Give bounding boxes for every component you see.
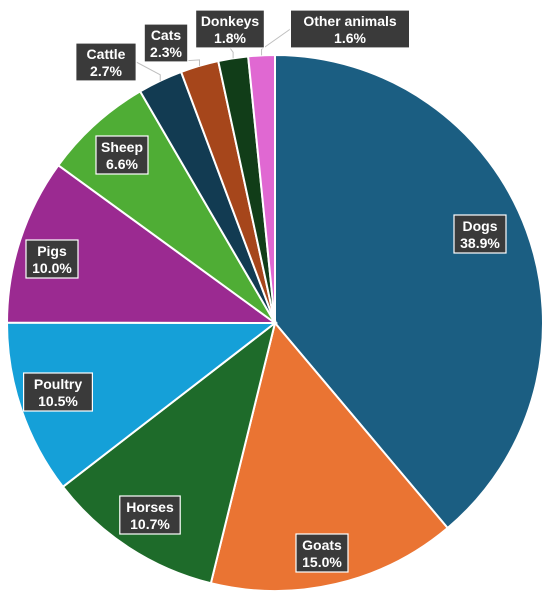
data-label-value: 1.8% xyxy=(214,30,246,46)
pie-slices xyxy=(5,53,544,592)
data-label-category: Dogs xyxy=(463,218,498,234)
data-label-box xyxy=(25,239,79,279)
data-label-category: Goats xyxy=(302,537,342,553)
data-label-box xyxy=(453,214,507,254)
data-label-box xyxy=(23,372,94,412)
data-label-category: Horses xyxy=(126,499,174,515)
data-label-value: 1.6% xyxy=(334,30,366,46)
data-label-category: Cattle xyxy=(87,46,126,62)
data-label-value: 10.0% xyxy=(32,260,72,276)
leader-line-cattle xyxy=(135,61,161,81)
data-label-value: 10.7% xyxy=(130,516,170,532)
data-label-box xyxy=(289,9,411,49)
data-label-category: Sheep xyxy=(101,139,143,155)
data-label-box xyxy=(143,23,189,63)
data-label-box xyxy=(119,495,181,535)
data-label-box xyxy=(75,42,137,82)
data-label-value: 15.0% xyxy=(302,554,342,570)
data-label-category: Cats xyxy=(151,27,182,43)
data-label-box xyxy=(295,533,349,573)
slice-poultry xyxy=(6,321,278,489)
slice-dogs xyxy=(274,53,544,530)
data-label-box xyxy=(95,135,149,175)
data-label-value: 10.5% xyxy=(38,393,78,409)
data-label-value: 2.7% xyxy=(90,63,122,79)
data-label-value: 38.9% xyxy=(460,235,500,251)
leader-line-donkeys xyxy=(229,47,234,59)
data-label-value: 2.3% xyxy=(150,44,182,60)
data-label-value: 6.6% xyxy=(106,156,138,172)
data-label-category: Donkeys xyxy=(201,13,260,29)
data-label-category: Pigs xyxy=(37,243,67,259)
slice-pigs xyxy=(5,163,279,325)
leader-line-other-animals xyxy=(261,28,291,56)
slice-goats xyxy=(209,320,450,592)
data-labels: Dogs38.9%Goats15.0%Horses10.7%Poultry10.… xyxy=(23,9,507,573)
data-label-category: Other animals xyxy=(303,13,397,29)
data-label-box xyxy=(195,9,266,49)
slice-horses xyxy=(61,320,277,585)
data-label-category: Poultry xyxy=(34,376,82,392)
